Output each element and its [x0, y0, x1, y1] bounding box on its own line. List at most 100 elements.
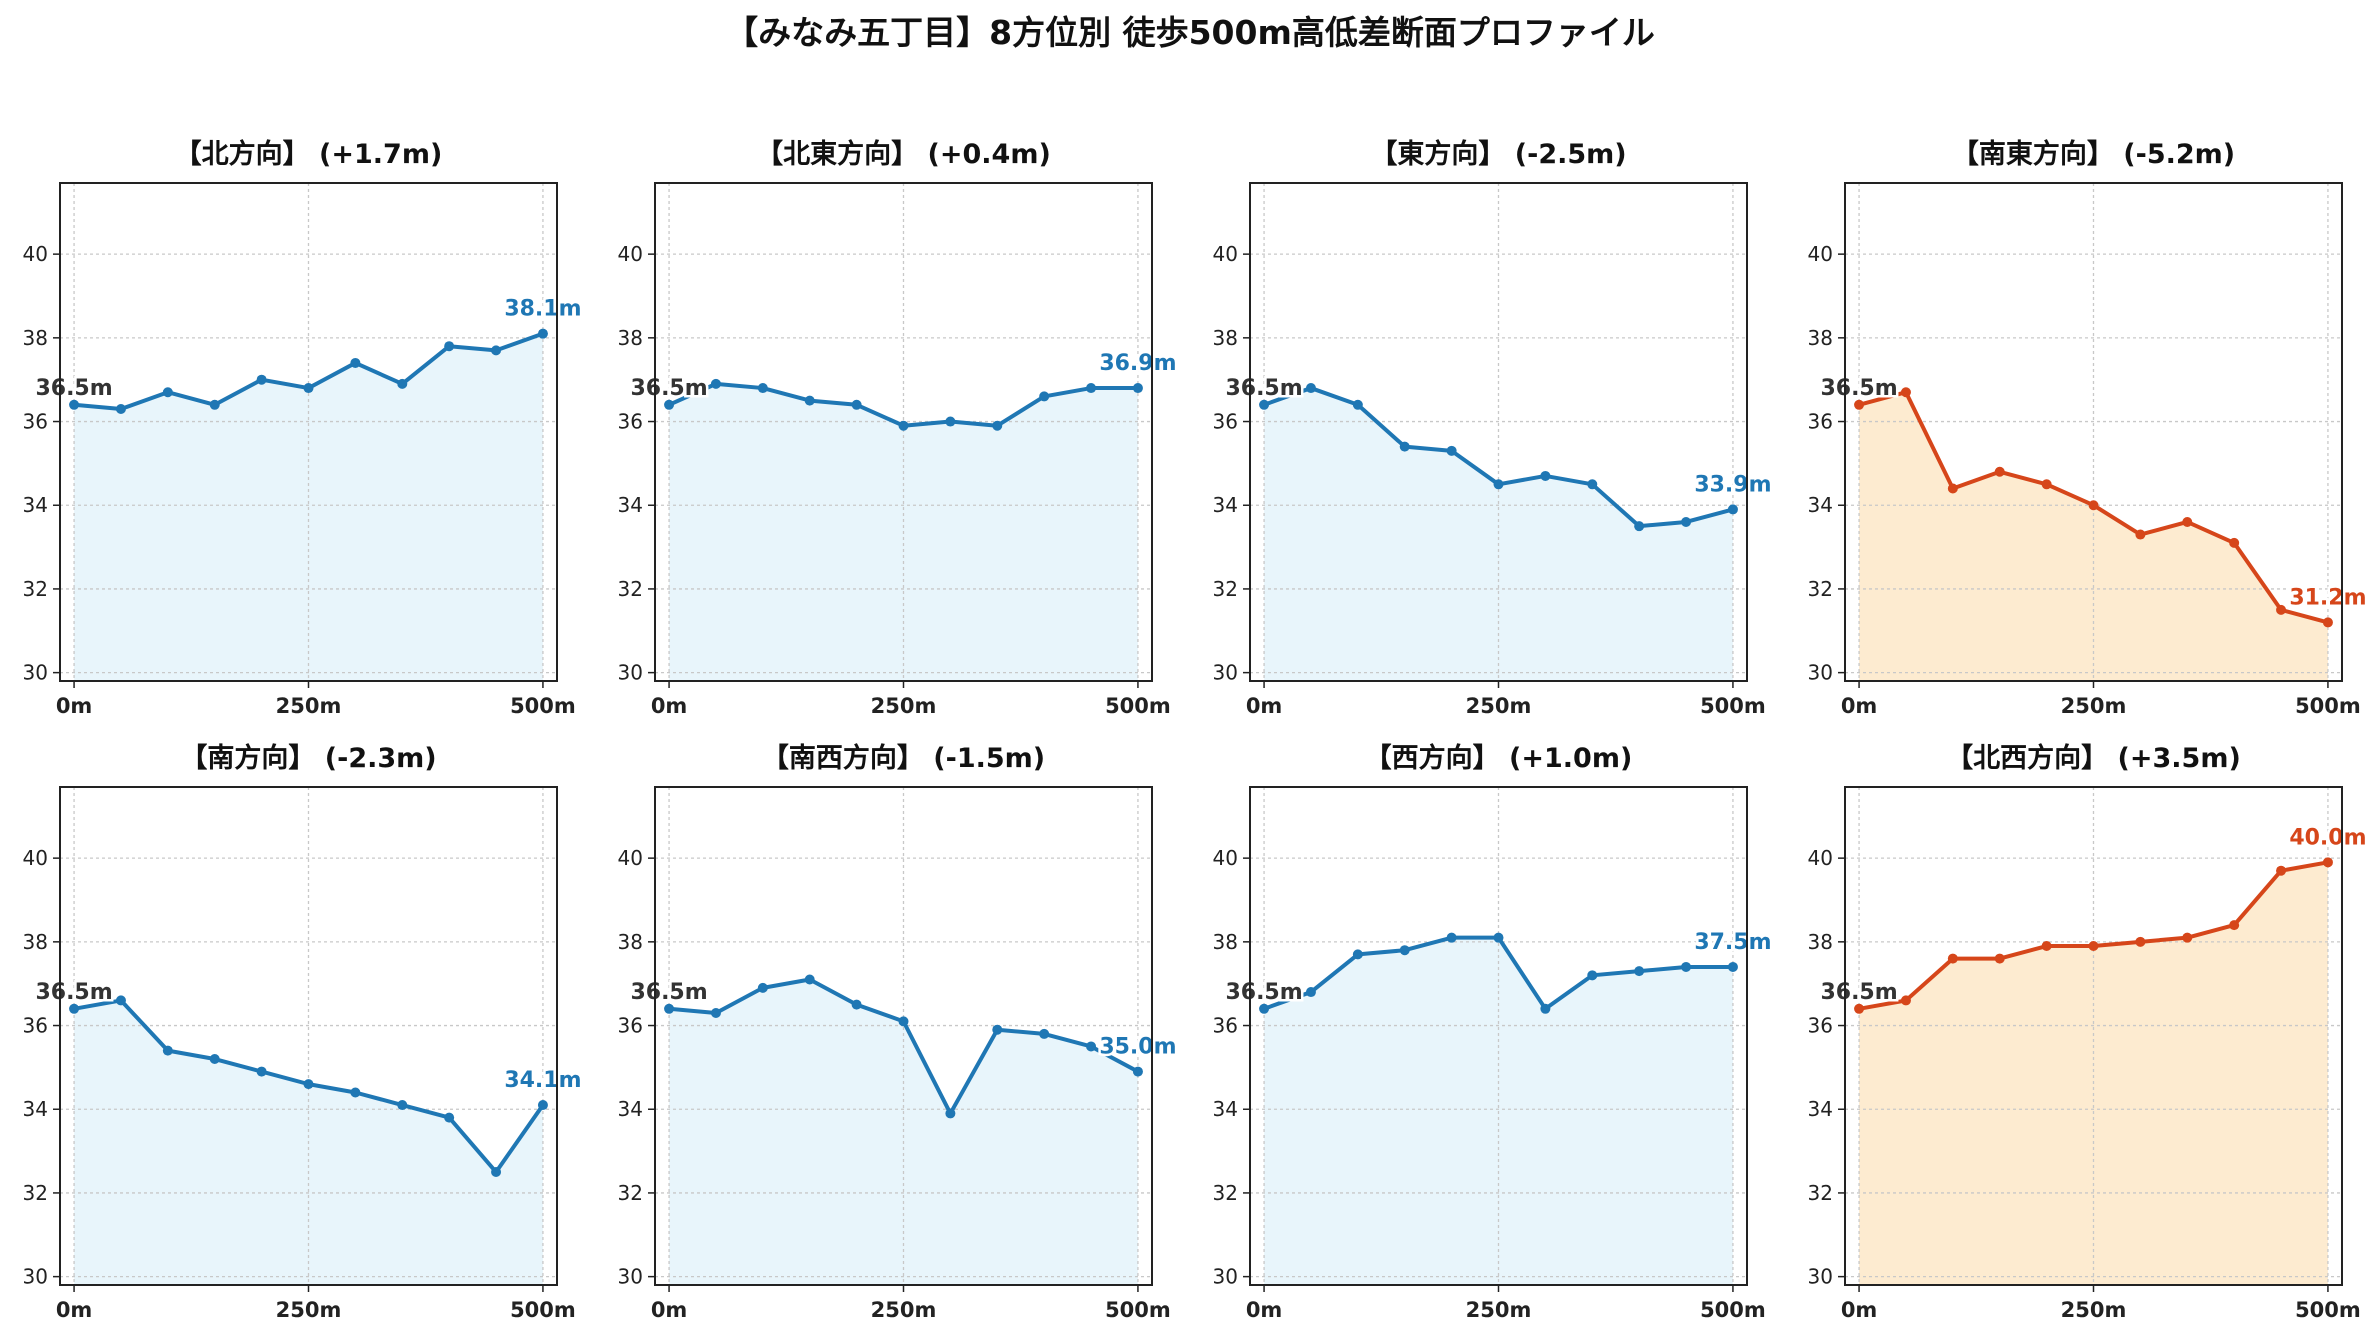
data-point [444, 1112, 455, 1123]
data-point [209, 1054, 220, 1065]
start-elevation-label: 36.5m [1225, 980, 1302, 1005]
data-point [162, 1045, 173, 1056]
data-point [1446, 445, 1457, 456]
y-tick-label: 40 [618, 846, 643, 870]
data-point [2088, 941, 2099, 952]
data-point [397, 1100, 408, 1111]
y-tick-label: 36 [1808, 410, 1833, 434]
y-tick-label: 36 [1213, 1014, 1238, 1038]
x-tick-label: 250m [1466, 694, 1532, 718]
subplot-4: 【南東方向】 (-5.2m) 36.5m 31.2m 30 32 34 36 38 40 0m 25… [1808, 138, 2369, 718]
data-point [757, 982, 768, 993]
y-tick-label: 40 [23, 846, 48, 870]
data-point [256, 1066, 267, 1077]
data-point [1587, 970, 1598, 981]
data-point [1681, 961, 1692, 972]
data-point [945, 416, 956, 427]
data-point [2041, 941, 2052, 952]
subplot-title: 【西方向】 (+1.0m) [1365, 742, 1633, 774]
data-point [1854, 399, 1865, 410]
x-tick-label: 250m [276, 1298, 342, 1322]
data-point [2229, 920, 2240, 931]
figure-title: 【みなみ五丁目】8方位別 徒歩500m高低差断面プロファイル [725, 13, 1655, 52]
area-fill [1859, 862, 2328, 1285]
data-point [898, 420, 909, 431]
end-elevation-label: 31.2m [2289, 585, 2366, 610]
data-point [162, 387, 173, 398]
y-tick-label: 36 [1808, 1014, 1833, 1038]
data-point [69, 399, 80, 410]
data-point [851, 999, 862, 1010]
x-tick-label: 500m [2295, 694, 2361, 718]
data-point [1352, 949, 1363, 960]
y-tick-label: 38 [1213, 326, 1238, 350]
subplot-title: 【東方向】 (-2.5m) [1370, 138, 1626, 170]
data-point [1259, 1003, 1270, 1014]
end-elevation-label: 35.0m [1099, 1035, 1176, 1060]
data-point [1681, 516, 1692, 527]
data-point [1634, 521, 1645, 532]
y-tick-label: 36 [618, 1014, 643, 1038]
data-point [1540, 1003, 1551, 1014]
area-fill [669, 979, 1138, 1285]
y-tick-label: 40 [23, 242, 48, 266]
data-point [1727, 961, 1738, 972]
data-point [804, 395, 815, 406]
data-point [2182, 932, 2193, 943]
data-point [1947, 483, 1958, 494]
start-elevation-label: 36.5m [1820, 376, 1897, 401]
data-point [992, 1024, 1003, 1035]
data-point [757, 383, 768, 394]
y-tick-label: 30 [1808, 1265, 1833, 1289]
data-point [303, 383, 314, 394]
y-tick-label: 32 [1213, 577, 1238, 601]
start-elevation-label: 36.5m [630, 980, 707, 1005]
data-point [2322, 617, 2333, 628]
y-tick-label: 30 [618, 661, 643, 685]
x-tick-label: 0m [651, 694, 688, 718]
data-point [1132, 1066, 1143, 1077]
start-elevation-label: 36.5m [630, 376, 707, 401]
end-elevation-label: 33.9m [1694, 472, 1771, 497]
data-point [1947, 953, 1958, 964]
x-tick-label: 250m [2061, 694, 2127, 718]
y-tick-label: 30 [1213, 1265, 1238, 1289]
data-point [1039, 1028, 1050, 1039]
data-point [537, 328, 548, 339]
y-tick-label: 38 [1213, 930, 1238, 954]
x-tick-label: 0m [1841, 694, 1878, 718]
data-point [2135, 936, 2146, 947]
x-tick-label: 500m [1700, 694, 1766, 718]
data-point [851, 399, 862, 410]
y-tick-label: 38 [1808, 930, 1833, 954]
y-tick-label: 34 [1213, 493, 1238, 517]
data-point [1727, 504, 1738, 515]
y-tick-label: 38 [618, 930, 643, 954]
y-tick-label: 34 [23, 493, 48, 517]
y-tick-label: 40 [1808, 242, 1833, 266]
x-tick-label: 500m [1105, 694, 1171, 718]
data-point [1446, 932, 1457, 943]
data-point [1587, 479, 1598, 490]
data-point [1305, 383, 1316, 394]
subplot-title: 【南東方向】 (-5.2m) [1952, 138, 2235, 170]
subplot-6: 【南西方向】 (-1.5m) 36.5m 35.0m 30 32 34 36 38 40 0m 25… [618, 742, 1179, 1322]
x-tick-label: 0m [1841, 1298, 1878, 1322]
y-tick-label: 38 [618, 326, 643, 350]
data-point [350, 1087, 361, 1098]
y-tick-label: 36 [1213, 410, 1238, 434]
y-tick-label: 32 [618, 1181, 643, 1205]
subplot-title: 【北西方向】 (+3.5m) [1946, 742, 2241, 774]
end-elevation-label: 40.0m [2289, 825, 2366, 850]
subplot-title: 【南方向】 (-2.3m) [180, 742, 436, 774]
y-tick-label: 30 [23, 661, 48, 685]
y-tick-label: 34 [1808, 1097, 1833, 1121]
x-tick-label: 500m [510, 1298, 576, 1322]
data-point [1399, 441, 1410, 452]
data-point [1086, 383, 1097, 394]
data-point [2041, 479, 2052, 490]
data-point [710, 1007, 721, 1018]
y-tick-label: 34 [618, 493, 643, 517]
x-tick-label: 0m [1246, 694, 1283, 718]
data-point [1994, 953, 2005, 964]
